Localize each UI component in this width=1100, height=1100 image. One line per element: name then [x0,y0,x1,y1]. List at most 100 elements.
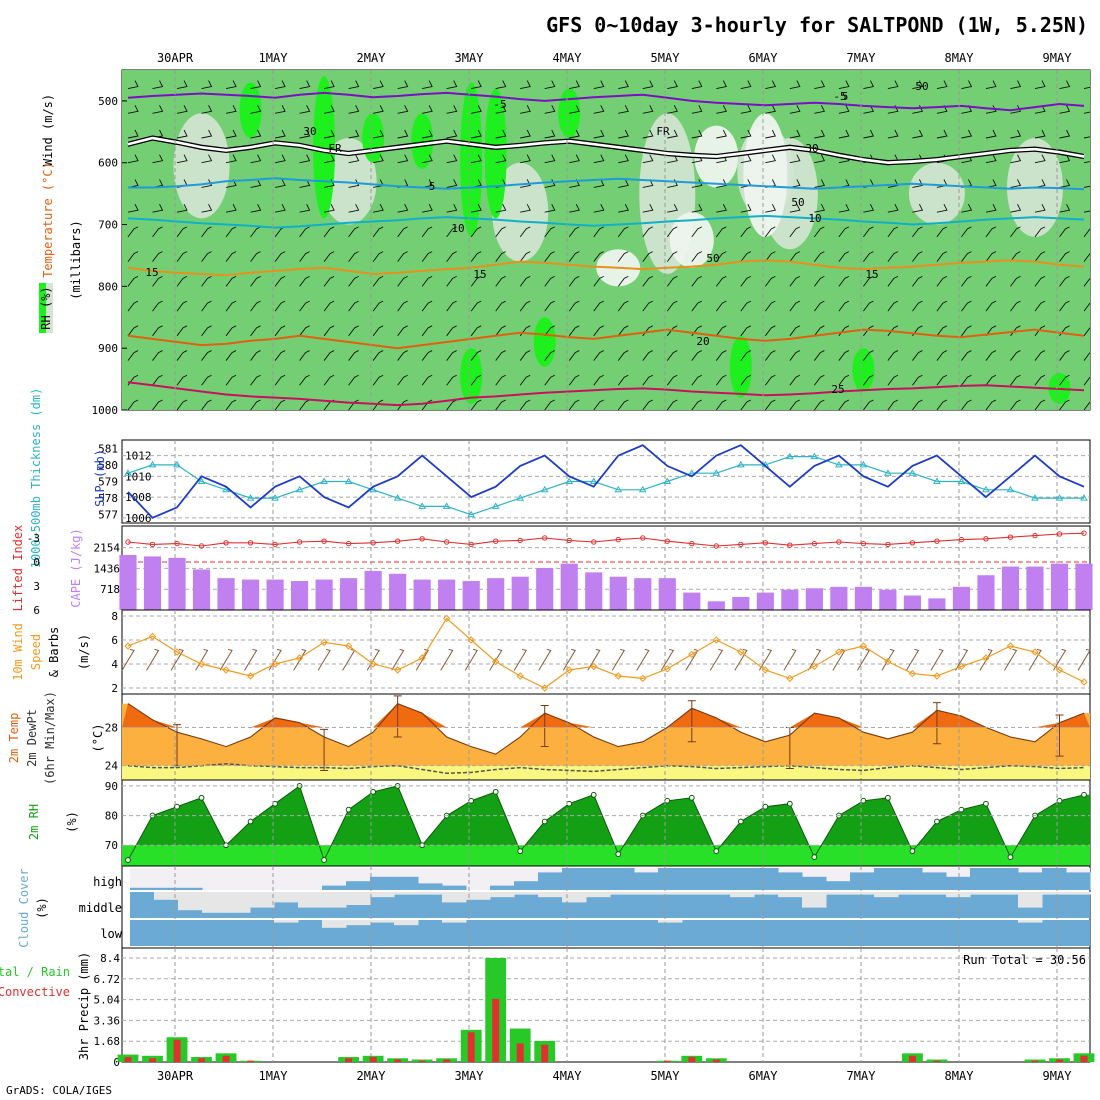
wind-barb-10m [734,648,748,671]
wind-barb [470,374,482,386]
wind-barb [323,226,335,238]
wind-barb [985,154,997,164]
slp-axis-label: SLP (mb) [93,449,107,507]
wind-barb [642,374,653,386]
wind-barb [397,350,408,361]
wind-barb [789,251,801,262]
wind-barb-10m [636,648,650,671]
temperature-contour [127,91,1085,112]
cloud-level-label: middle [79,901,122,915]
wind-barb [617,350,629,361]
cloud-middle-bar [898,892,923,895]
wind-speed-point [737,648,745,656]
thickness-tick-label: 579 [98,476,118,489]
wind-barb [250,300,261,312]
thickness-point [467,510,476,518]
cloud-middle-bar [994,892,1019,895]
cloud-high-bar [754,868,779,890]
wind-barb [422,105,433,114]
cloud-low-bar [322,920,347,928]
dewpoint-line [127,763,1085,775]
wind-barb [225,399,237,410]
cloud-middle-bar [298,892,323,908]
contour-label: 30 [805,142,818,155]
wind-barb [912,350,923,361]
pressure-axis-label: (millibars) [69,220,83,299]
wind-barb [348,80,360,89]
wind-barb [642,154,654,164]
cloud-high-bar [802,876,827,890]
min-max-bar [932,702,941,745]
thickness-tick-label: 581 [98,442,118,455]
temperature-axis-label-c: (6hr Min/Max) [43,691,57,785]
contour-label: 50 [915,80,928,93]
wind-speed-point [467,636,475,644]
rh-legend-swatch-dry [46,283,53,333]
wind-barb [691,179,703,188]
wind-barb [127,226,139,238]
wind-barb [568,325,580,337]
wind-barb [372,399,384,410]
wind-barb-10m [955,648,969,671]
wind-barb [961,80,973,89]
wind-barb [274,80,286,89]
wind-barb [691,203,703,213]
wind-barb [642,275,653,287]
lifted-index-point [811,540,818,547]
wind-barb [593,179,605,188]
date-label-top: 4MAY [553,51,583,65]
cape-bar [879,589,897,610]
temperature-fill [122,703,1090,766]
thickness-point [638,485,647,493]
wind-barb [250,325,261,337]
rh-point [615,851,622,858]
wind-barb [152,300,163,312]
wind-barb [740,226,752,238]
temperature-contour [127,259,1085,277]
wind-barb [250,179,262,188]
cape-bar [413,579,431,610]
wind-speed-point [908,669,917,678]
lifted-index-point [370,540,376,546]
wind-barb [201,154,213,164]
wind-barb [421,399,433,410]
wind-barb [740,399,752,410]
cloud-middle-bar [610,892,635,895]
wind-speed-line [127,617,1085,689]
wind-barb [176,399,188,410]
cape-bar [143,556,162,610]
wind-barb [348,374,359,386]
cape-bar [315,579,333,610]
wind-barb [1034,80,1046,89]
wind-barb [544,80,556,89]
cloud-high-bar [778,872,803,890]
rh-point [737,818,744,825]
wind-barb [1010,325,1021,337]
wind-barb [421,251,433,262]
temperature-contour [127,328,1085,350]
wind-barb [1083,136,1090,139]
precip-convective-bar [663,1060,671,1062]
wind-barb [985,105,997,114]
lifted-index-point [125,539,131,545]
cape-axis-label: CAPE (J/kg) [69,528,83,607]
wind-barb [250,203,262,213]
date-label-top: 7MAY [847,51,877,65]
run-total-label: Run Total = 30.56 [963,953,1086,967]
precip-tick-label: 1.68 [94,1035,121,1048]
wind-barb [544,226,555,238]
wind-barb [348,226,359,238]
wind-barb [1083,302,1090,312]
wind-barb [764,226,776,238]
wind-barb [961,203,973,213]
date-label-bottom: 6MAY [749,1069,779,1083]
cloud-middle-bar [418,892,443,895]
wind-barb [323,275,335,287]
cloud-high-bar [634,872,659,890]
wind-barb [544,350,555,361]
cloud-middle-bar [394,892,419,895]
cloud-high-bar [826,881,851,890]
wind-barb [715,226,727,238]
cloud-middle-bar [226,892,251,913]
wind-barb [225,374,237,386]
